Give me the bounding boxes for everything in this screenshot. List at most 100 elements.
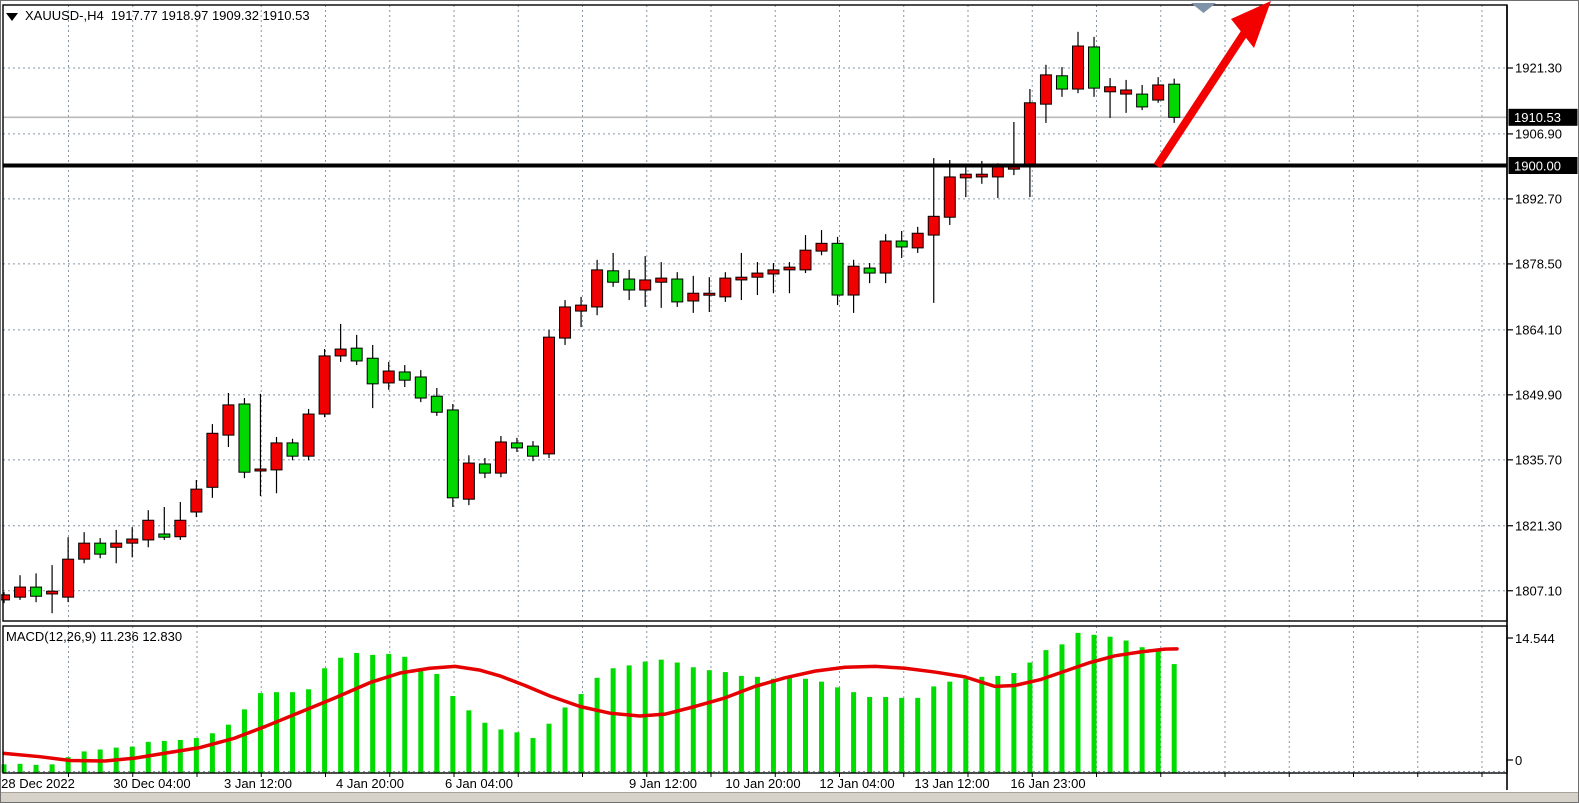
time-axis-label: 10 Jan 20:00 xyxy=(725,776,800,791)
candle-body xyxy=(238,403,251,473)
candle-body xyxy=(78,542,91,560)
macd-histogram-bar xyxy=(33,764,39,773)
macd-histogram-bar xyxy=(947,681,953,773)
candle-body xyxy=(46,590,59,595)
candle-body xyxy=(831,242,844,296)
candle-body xyxy=(510,442,523,449)
trend-arrow-shaft[interactable] xyxy=(1153,26,1251,169)
candle-body xyxy=(62,558,75,598)
price-axis-label: 1821.30 xyxy=(1515,518,1562,533)
time-axis-label: 6 Jan 04:00 xyxy=(445,776,513,791)
macd-histogram-bar xyxy=(434,673,440,773)
pane-splitter[interactable] xyxy=(3,622,1507,625)
macd-histogram-bar xyxy=(161,740,167,773)
macd-histogram-bar xyxy=(466,710,472,773)
candle-body xyxy=(526,445,539,457)
candle-body xyxy=(94,542,107,555)
down-triangle-marker[interactable] xyxy=(1191,3,1216,13)
candle-body xyxy=(783,266,796,271)
bid-price-label: 1910.53 xyxy=(1514,110,1561,125)
macd-histogram-bar xyxy=(610,668,616,773)
macd-histogram-bar xyxy=(1091,634,1097,773)
candle-body xyxy=(751,272,764,278)
candle-body xyxy=(494,441,507,474)
candle-body xyxy=(286,442,299,457)
candle-body xyxy=(559,306,572,339)
candle-body xyxy=(591,269,604,308)
price-axis-label: 1807.10 xyxy=(1515,583,1562,598)
macd-scale-max-label: 14.544 xyxy=(1515,631,1555,646)
price-axis-label: 1835.70 xyxy=(1515,452,1562,467)
time-axis-label: 3 Jan 12:00 xyxy=(224,776,292,791)
macd-histogram-bar xyxy=(338,657,344,773)
macd-histogram-bar xyxy=(1027,662,1033,773)
bid-price-label-box xyxy=(1508,108,1578,126)
candle-body xyxy=(767,269,780,275)
level-price-label: 1900.00 xyxy=(1514,158,1561,173)
candle-body xyxy=(815,242,828,252)
macd-histogram-bar xyxy=(530,738,536,773)
macd-histogram-bar xyxy=(1107,636,1113,773)
candle-body xyxy=(575,304,588,312)
time-axis-label: 4 Jan 20:00 xyxy=(336,776,404,791)
macd-histogram-bar xyxy=(498,729,504,773)
macd-histogram-bar xyxy=(177,739,183,773)
candle-body xyxy=(1088,46,1101,89)
candle-body xyxy=(190,488,203,513)
macd-histogram-bar xyxy=(851,692,857,773)
candle-body xyxy=(366,357,379,385)
candle-body xyxy=(1104,86,1117,93)
ohlc-readout: 1917.77 1918.97 1909.32 1910.53 xyxy=(110,8,310,23)
candle-body xyxy=(398,371,411,381)
symbol-dropdown-icon[interactable] xyxy=(6,12,18,21)
macd-histogram-bar xyxy=(626,665,632,773)
candle-body xyxy=(446,409,459,499)
candle-body xyxy=(847,265,860,296)
macd-histogram-bar xyxy=(1139,647,1145,773)
time-axis-label: 16 Jan 23:00 xyxy=(1010,776,1085,791)
symbol-timeframe-label: XAUUSD-,H4 xyxy=(25,8,104,23)
candle-body xyxy=(1168,83,1181,118)
candle-body xyxy=(1055,75,1068,90)
candle-body xyxy=(879,240,892,274)
level-price-label-box xyxy=(1508,157,1578,175)
macd-histogram-bar xyxy=(770,678,776,773)
candle-body xyxy=(382,370,395,384)
macd-histogram-bar xyxy=(1171,664,1177,773)
macd-histogram-bar xyxy=(450,695,456,773)
chart-title: XAUUSD-,H4 1917.77 1918.97 1909.32 1910.… xyxy=(6,8,310,23)
macd-histogram-bar xyxy=(370,654,376,773)
macd-histogram-bar xyxy=(49,764,55,773)
macd-histogram-bar xyxy=(274,692,280,773)
candle-body xyxy=(158,533,171,538)
macd-histogram-bar xyxy=(1123,640,1129,773)
macd-histogram-bar xyxy=(1155,650,1161,773)
window-bottom-chrome xyxy=(0,792,1579,803)
time-axis-label: 30 Dec 04:00 xyxy=(113,776,190,791)
candle-body xyxy=(799,249,812,271)
macd-histogram-bar xyxy=(915,697,921,773)
trend-arrow-head[interactable] xyxy=(1231,1,1271,48)
price-axis-label: 1849.90 xyxy=(1515,387,1562,402)
macd-histogram-bar xyxy=(995,675,1001,773)
candle-body xyxy=(478,463,491,474)
candle-body xyxy=(607,270,620,283)
candle-body xyxy=(350,347,363,362)
macd-histogram-bar xyxy=(1043,650,1049,773)
macd-histogram-bar xyxy=(225,724,231,773)
price-axis-label: 1921.30 xyxy=(1515,61,1562,76)
macd-histogram-bar xyxy=(722,672,728,773)
macd-histogram-bar xyxy=(290,692,296,773)
candle-body xyxy=(1152,84,1165,101)
candle-body xyxy=(1120,89,1133,95)
macd-histogram-bar xyxy=(193,738,199,773)
candle-body xyxy=(318,355,331,415)
candle-body xyxy=(30,586,43,597)
candle-body xyxy=(975,173,988,178)
candle-body xyxy=(863,267,876,274)
time-axis-label: 28 Dec 2022 xyxy=(1,776,75,791)
macd-histogram-bar xyxy=(1075,632,1081,773)
